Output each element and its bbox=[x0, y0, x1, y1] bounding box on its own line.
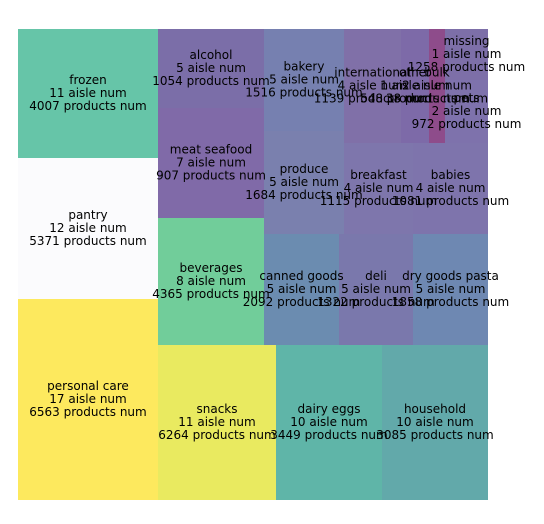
tile-name: pets bbox=[454, 91, 480, 105]
tile bbox=[264, 131, 344, 234]
tile bbox=[18, 158, 158, 299]
tile-aisle-label: 5 aisle num bbox=[269, 175, 339, 189]
tile-name: personal care bbox=[47, 379, 129, 393]
tile-value-label: 1322 products num bbox=[317, 295, 434, 309]
tile-aisle-label: 4 aisle num bbox=[344, 181, 414, 195]
tile-aisle-label: 5 aisle num bbox=[176, 61, 246, 75]
tile-value-label: 1516 products num bbox=[245, 86, 362, 100]
tile-name: household bbox=[404, 402, 466, 416]
tile-aisle-label: 2 aisle num bbox=[402, 79, 472, 93]
tile bbox=[445, 80, 488, 143]
tile-value-label: 1258 products num bbox=[408, 60, 525, 74]
tile-aisle-label: 10 aisle num bbox=[396, 415, 473, 429]
tile-aisle-label: 11 aisle num bbox=[178, 415, 255, 429]
tile bbox=[413, 234, 488, 345]
tile-name: bakery bbox=[284, 60, 325, 74]
tile-name: snacks bbox=[196, 402, 237, 416]
tile-aisle-label: 7 aisle num bbox=[176, 156, 246, 170]
tile bbox=[18, 29, 158, 158]
tile-name: babies bbox=[431, 168, 471, 182]
tile-aisle-label: 10 aisle num bbox=[290, 415, 367, 429]
tile bbox=[158, 29, 264, 108]
tile-value-label: 907 products num bbox=[156, 169, 266, 183]
tile bbox=[158, 345, 276, 500]
tile bbox=[264, 234, 339, 345]
tile-value-label: 1139 products num bbox=[314, 92, 431, 106]
tile-aisle-label: 8 aisle num bbox=[176, 274, 246, 288]
tile-aisle-label: 4 aisle num bbox=[416, 181, 486, 195]
tile bbox=[401, 29, 429, 143]
tile-aisle-label: 5 aisle num bbox=[267, 282, 337, 296]
tile bbox=[344, 143, 413, 234]
tile-value-label: 4007 products num bbox=[29, 99, 146, 113]
tile bbox=[276, 345, 382, 500]
tile-value-label: 3085 products num bbox=[376, 428, 493, 442]
tile bbox=[445, 29, 488, 80]
tile-name: bulk bbox=[424, 66, 450, 80]
tile-name: beverages bbox=[179, 261, 242, 275]
tile-value-label: 1858 products num bbox=[392, 295, 509, 309]
tile bbox=[339, 234, 413, 345]
tile-aisle-label: 2 aisle num bbox=[432, 104, 502, 118]
tile-name: other bbox=[399, 66, 431, 80]
tile-value-label: 38 products num bbox=[386, 92, 488, 106]
tile-aisle-label: 11 aisle num bbox=[49, 86, 126, 100]
tile-name: pantry bbox=[68, 208, 107, 222]
tile-name: meat seafood bbox=[170, 143, 252, 157]
tile-value-label: 1054 products num bbox=[152, 74, 269, 88]
tile-aisle-label: 1 aisle num bbox=[432, 47, 502, 61]
tile-name: dry goods pasta bbox=[402, 269, 499, 283]
tile bbox=[344, 29, 401, 143]
tile bbox=[382, 345, 488, 500]
tile-value-label: 1115 products num bbox=[320, 194, 437, 208]
tile bbox=[18, 299, 158, 500]
tile-value-label: 5371 products num bbox=[29, 234, 146, 248]
tile-name: canned goods bbox=[259, 269, 343, 283]
tile bbox=[158, 218, 264, 345]
tile-value-label: 2092 products num bbox=[243, 295, 360, 309]
tile-name: deli bbox=[365, 269, 387, 283]
tile-name: frozen bbox=[69, 73, 107, 87]
tile-name: produce bbox=[280, 162, 329, 176]
tile-aisle-label: 5 aisle num bbox=[341, 282, 411, 296]
tile-aisle-label: 5 aisle num bbox=[269, 73, 339, 87]
tile-value-label: 1081 products num bbox=[392, 194, 509, 208]
tile-value-label: 6264 products num bbox=[158, 428, 275, 442]
tile-name: alcohol bbox=[190, 48, 233, 62]
tile-value-label: 1684 products num bbox=[245, 188, 362, 202]
tile-value-label: 548 products num bbox=[360, 92, 470, 106]
tile-value-label: 4365 products num bbox=[152, 287, 269, 301]
tile-aisle-label: 17 aisle num bbox=[49, 392, 126, 406]
tile bbox=[429, 29, 445, 143]
tile-aisle-label: 4 aisle num bbox=[338, 79, 408, 93]
tile-aisle-label: 1 aisle num bbox=[380, 79, 450, 93]
tile-value-label: 972 products num bbox=[412, 117, 522, 131]
tile bbox=[264, 29, 344, 131]
tile bbox=[413, 143, 488, 234]
tile-value-label: 3449 products num bbox=[270, 428, 387, 442]
tile-aisle-label: 12 aisle num bbox=[49, 221, 126, 235]
tile-name: international bbox=[334, 66, 410, 80]
tile-value-label: 6563 products num bbox=[29, 405, 146, 419]
tile-name: breakfast bbox=[350, 168, 407, 182]
tile-name: missing bbox=[443, 34, 489, 48]
tile bbox=[158, 108, 264, 218]
tile-aisle-label: 5 aisle num bbox=[416, 282, 486, 296]
tile-name: dairy eggs bbox=[297, 402, 360, 416]
